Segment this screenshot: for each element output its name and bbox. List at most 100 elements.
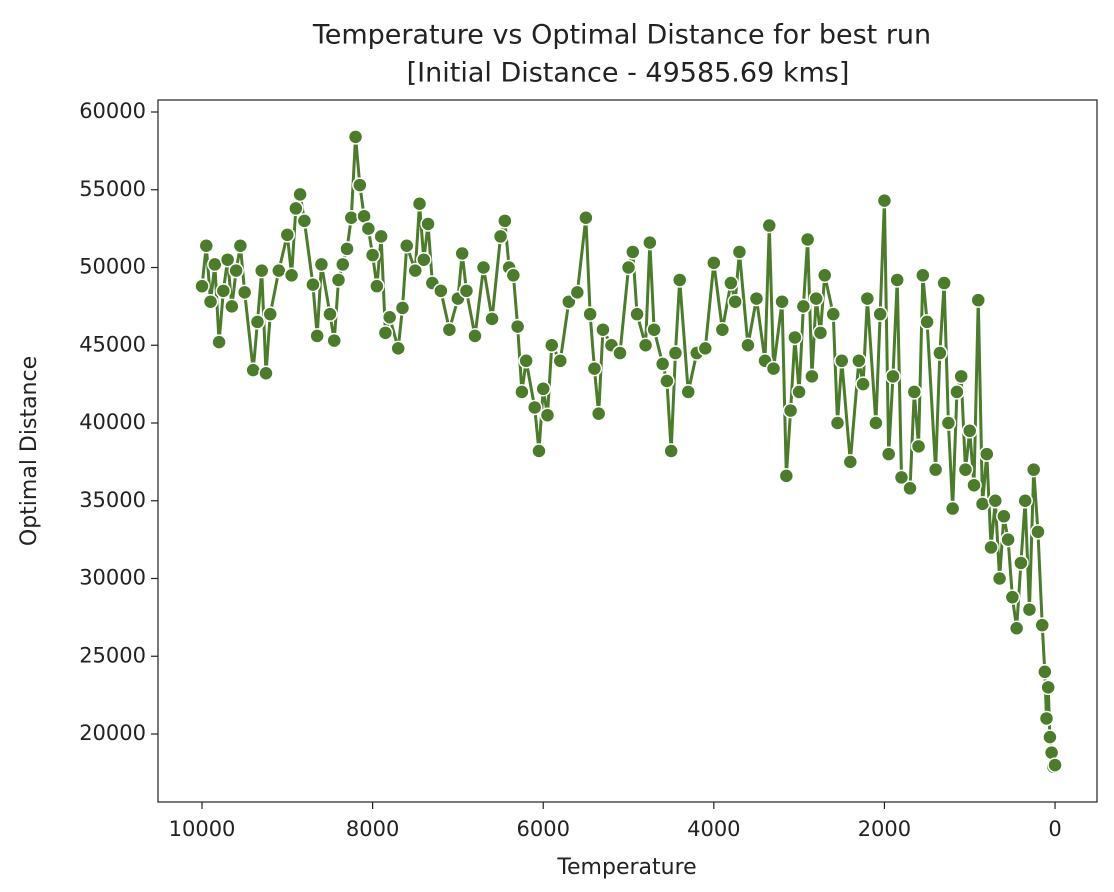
- data-point: [731, 244, 748, 260]
- data-point: [586, 360, 603, 377]
- data-point: [654, 356, 671, 372]
- data-point: [910, 438, 927, 455]
- data-point: [782, 402, 799, 419]
- data-point: [697, 340, 714, 357]
- data-point: [893, 469, 910, 486]
- data-point: [343, 209, 360, 226]
- data-point: [987, 493, 1004, 509]
- data-point: [1037, 664, 1053, 680]
- data-point: [207, 256, 223, 273]
- data-point: [249, 314, 266, 330]
- data-point: [1000, 531, 1016, 548]
- data-point: [889, 272, 905, 288]
- data-point: [680, 384, 696, 400]
- data-point: [795, 298, 812, 315]
- data-point: [377, 325, 394, 341]
- data-point: [505, 267, 522, 284]
- data-point: [313, 256, 330, 273]
- data-point: [876, 192, 893, 209]
- data-point: [620, 259, 637, 276]
- data-point: [518, 353, 534, 369]
- data-point: [292, 186, 308, 203]
- data-point: [283, 267, 300, 284]
- data-point: [420, 216, 436, 232]
- data-point: [671, 272, 688, 288]
- data-point: [194, 278, 210, 294]
- data-point: [202, 293, 219, 310]
- data-point: [458, 283, 475, 299]
- y-tick-label: 35000: [79, 488, 146, 512]
- data-point: [966, 477, 982, 493]
- data-point: [1038, 710, 1055, 727]
- data-point: [360, 220, 377, 237]
- data-point: [398, 237, 415, 254]
- data-point: [484, 311, 500, 327]
- data-point: [629, 306, 645, 322]
- y-tick-label: 45000: [79, 332, 146, 356]
- data-point: [595, 321, 611, 338]
- data-point: [271, 262, 287, 279]
- data-point: [411, 195, 428, 212]
- data-point: [1042, 729, 1058, 745]
- data-point: [778, 468, 795, 484]
- data-point: [799, 231, 816, 248]
- y-tick-label: 20000: [79, 721, 146, 745]
- data-point: [1021, 601, 1038, 618]
- data-point: [906, 384, 923, 400]
- data-point: [1013, 555, 1029, 571]
- data-point: [1040, 679, 1056, 696]
- data-point: [974, 496, 991, 512]
- data-point: [851, 353, 867, 369]
- data-point: [578, 209, 594, 226]
- data-point: [590, 405, 607, 422]
- series-line: [200, 135, 1057, 769]
- data-point: [855, 376, 871, 392]
- data-point: [880, 446, 897, 462]
- data-point: [394, 300, 411, 316]
- data-point: [416, 251, 432, 268]
- data-point: [219, 251, 236, 268]
- data-point: [957, 461, 974, 478]
- data-point: [381, 309, 398, 326]
- data-point: [646, 321, 662, 338]
- data-point: [1004, 589, 1021, 605]
- data-point: [305, 276, 321, 293]
- data-point: [829, 415, 846, 431]
- data-point: [475, 259, 492, 276]
- data-point: [198, 237, 215, 254]
- data-point: [407, 262, 424, 279]
- data-point: [509, 318, 526, 335]
- data-point: [949, 384, 965, 400]
- data-point: [936, 275, 952, 291]
- data-point: [748, 290, 765, 307]
- data-point: [352, 177, 368, 193]
- x-tick-label: 2000: [858, 817, 911, 841]
- data-point: [441, 321, 458, 338]
- data-point: [1034, 617, 1050, 633]
- data-point: [825, 306, 841, 322]
- data-point: [433, 283, 449, 299]
- data-point: [514, 384, 530, 400]
- data-point: [369, 278, 385, 294]
- data-point: [625, 244, 641, 260]
- y-tick-label: 25000: [79, 643, 146, 667]
- data-point: [663, 443, 679, 459]
- data-point: [872, 306, 888, 322]
- data-point: [859, 290, 876, 307]
- data-point: [582, 306, 598, 322]
- data-point: [932, 345, 948, 361]
- y-tick-label: 30000: [79, 566, 146, 590]
- data-point: [497, 213, 513, 229]
- data-point: [637, 337, 654, 354]
- data-point: [253, 262, 270, 279]
- data-point: [787, 329, 803, 346]
- data-point: [740, 337, 756, 354]
- data-point: [364, 247, 381, 263]
- data-point: [816, 267, 833, 284]
- data-point: [390, 340, 406, 357]
- data-point: [714, 321, 731, 338]
- data-point: [236, 284, 253, 301]
- data-point: [454, 245, 470, 262]
- data-point: [1008, 620, 1025, 637]
- data-point: [970, 292, 987, 308]
